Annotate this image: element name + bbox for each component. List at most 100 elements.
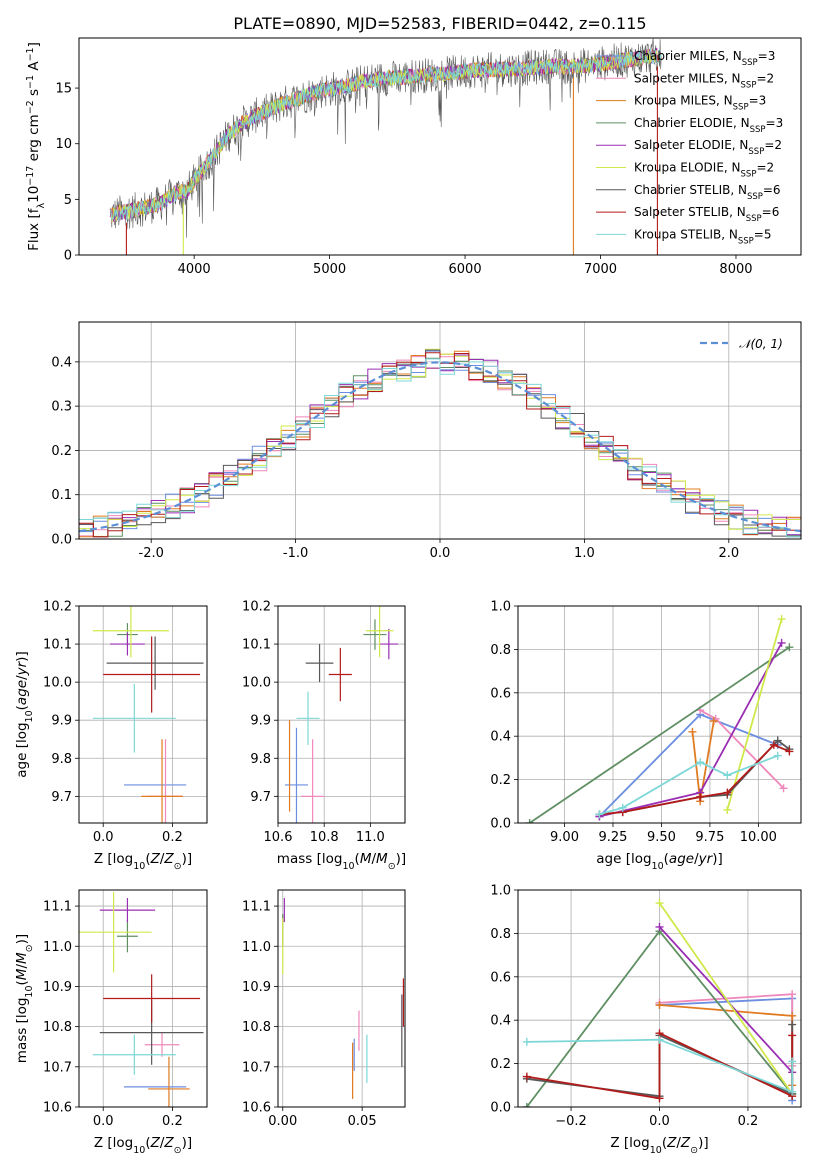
series-marker [696,758,705,767]
axes: −0.2 0.0 0.2 0.0 0.2 0.4 0.6 0.8 1.0 Z [log10(Z/Z… [490,884,758,1156]
x-tick-label: 0.0 [93,830,114,845]
y-tick-label: 0.6 [490,686,511,701]
y-tick-label: 0.0 [490,817,511,832]
y-tick-label: 0.1 [51,488,72,503]
series-marker [788,1031,797,1040]
errorbar-chabrier-elodie [117,920,138,953]
series-marker [595,810,604,819]
y-tick-label: 0 [64,249,72,264]
legend: 𝒩(0, 1) [700,337,783,351]
panel-age-vs-mass: 10.6 10.8 11.0 9.7 9.8 9.9 10.0 10.1 10.2 mass [l… [242,600,406,872]
series-marker [777,615,786,624]
series-marker [709,717,718,726]
y-tick-label: 10.8 [43,1020,72,1035]
x-tick-label: 6000 [449,262,482,277]
x-tick-label: −0.2 [555,1114,587,1129]
y-axis-label: mass [log10(M/M⊙)] [14,934,35,1063]
x-tick-label: 9.75 [695,830,724,845]
series-marker [618,803,627,812]
series-marker [655,899,664,908]
legend-label: Kroupa ELODIE, NSSP=2 [634,161,774,180]
errorbar-kroupa-elodie [79,892,152,973]
spectrum-line-kroupa-elodie [109,49,658,222]
y-tick-label: 10.7 [242,1060,271,1075]
series-line [529,646,790,823]
errorbar-salpeter-stelib [103,636,201,713]
legend-label: Chabrier MILES, NSSP=3 [634,49,775,68]
grid-lines [79,605,207,823]
y-tick-label: 9.7 [51,790,72,805]
y-tick-label: 0.0 [490,1101,511,1116]
x-axis-label: Z [log10(Z/Z⊙)] [94,851,192,872]
panel-mass-vs-ebv: 0.00 0.05 10.6 10.7 10.8 10.9 11.0 11.1 [242,889,406,1129]
y-tick-label: 10.8 [242,1020,271,1035]
y-tick-label: 10.6 [242,1101,271,1116]
x-tick-label: 5000 [313,262,346,277]
series-marker [788,1087,797,1096]
errorbar-salpeter-stelib [103,974,201,1023]
x-tick-label: 4000 [178,262,211,277]
errorbar-kroupa-miles [148,1056,190,1107]
errorbar-salpeter-elodie [379,628,399,660]
legend-label: Chabrier STELIB, NSSP=6 [634,183,781,202]
legend-item-chabrier-stelib: Chabrier STELIB, NSSP=6 [596,183,781,202]
x-tick-label: 0.2 [162,830,183,845]
errorbar-kroupa-stelib [92,684,176,753]
series-marker [777,638,786,647]
x-tick-label: 1.0 [574,546,595,561]
histogram-kroupa-stelib [79,358,801,538]
errorbar-kroupa-stelib [296,691,320,745]
x-tick-label: 0.2 [738,1114,759,1129]
plot-area [282,898,405,1099]
series-marker [655,922,664,931]
series-marker [522,1037,531,1046]
plot-area [109,38,662,255]
errorbar-salpeter-miles [301,739,325,823]
series-salpeter-elodie [595,638,786,821]
series-marker [779,784,788,793]
axes: 4000 5000 6000 7000 8000 0 5 10 15 Flux [fλ10−17 … [25,42,753,277]
legend-item-kroupa-miles: Kroupa MILES, NSSP=3 [596,94,766,113]
series-chabrier-elodie [525,643,794,823]
figure-title: PLATE=0890, MJD=52583, FIBERID=0442, z=0… [233,14,646,33]
histogram-salpeter-stelib [79,352,801,538]
y-tick-label: 10.9 [43,980,72,995]
x-tick-label: 0.0 [649,1114,670,1129]
x-tick-label: -1.0 [283,546,308,561]
x-axis-label: age [log10(age/yr)] [596,851,722,872]
series-marker [773,736,782,745]
x-tick-label: 8000 [719,262,752,277]
legend-label: Kroupa STELIB, NSSP=5 [634,227,772,246]
series-marker [785,643,794,652]
y-tick-label: 11.1 [242,900,271,915]
legend-item-chabrier-miles: Chabrier MILES, NSSP=3 [596,49,775,68]
x-axis-label: mass [log10(M/M⊙)] [277,851,406,872]
y-tick-label: 1.0 [490,600,511,615]
series-kroupa-stelib [595,751,782,819]
plot-frame [517,605,802,824]
y-axis-label: age [log10(age/yr)] [14,651,35,777]
panel-mass-vs-metallicity: 0.0 0.2 10.6 10.7 10.8 10.9 11.0 11.1 Z [log10(Z… [14,889,208,1156]
x-tick-label: 9.00 [550,830,579,845]
errorbar-chabrier-stelib [106,636,204,690]
x-tick-label: 10.6 [264,830,293,845]
series-marker [655,1094,664,1103]
y-tick-label: 0.2 [490,1057,511,1072]
plot-frame [517,889,802,1108]
series-line [726,618,783,811]
series-marker [525,819,534,823]
y-tick-label: 10.1 [242,638,271,653]
y-tick-label: 1.0 [490,884,511,899]
plot-frame [78,321,802,540]
series-marker [655,1001,664,1010]
errorbar-chabrier-miles [284,727,309,823]
legend: Chabrier MILES, NSSP=3 Salpeter MILES, NS… [596,49,783,246]
series-marker [788,1057,797,1066]
x-tick-label: 0.2 [162,1114,183,1129]
legend-label: Salpeter STELIB, NSSP=6 [634,205,779,224]
series-line [691,720,715,803]
y-tick-label: 15 [55,82,72,97]
legend-item-salpeter-elodie: Salpeter ELODIE, NSSP=2 [596,138,782,157]
y-tick-label: 10.9 [242,980,271,995]
series-chabrier-stelib [618,736,794,817]
